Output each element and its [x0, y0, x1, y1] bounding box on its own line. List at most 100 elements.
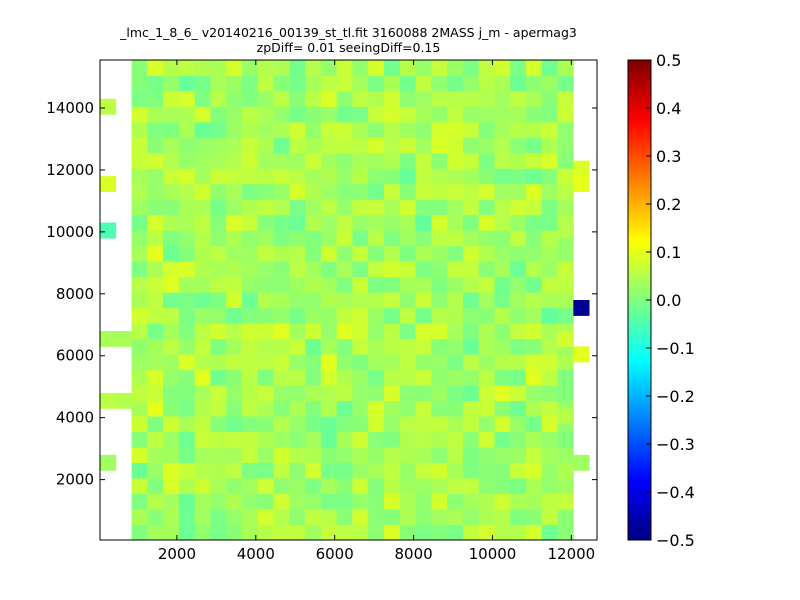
heatmap-cell	[368, 323, 385, 340]
heatmap-cell	[336, 121, 353, 138]
heatmap-cell	[289, 369, 306, 386]
heatmap-cell	[557, 431, 574, 448]
heatmap-cell	[399, 478, 416, 494]
heatmap-cell	[526, 462, 543, 479]
heatmap-cell	[273, 75, 290, 92]
x-tick-label: 10000	[469, 545, 517, 563]
heatmap-cell	[273, 431, 290, 448]
heatmap-cell	[510, 245, 527, 262]
heatmap-cell	[336, 199, 353, 216]
heatmap-cell	[305, 307, 322, 324]
heatmap-cell	[478, 524, 495, 541]
heatmap-cell	[194, 90, 211, 107]
heatmap-cell	[557, 408, 574, 425]
heatmap-cell	[462, 230, 480, 247]
heatmap-cell	[320, 338, 338, 355]
heatmap-cell	[336, 509, 353, 525]
heatmap-cell	[210, 106, 227, 123]
heatmap-cell	[194, 509, 211, 525]
heatmap-cell	[415, 245, 432, 262]
heatmap-cell	[399, 199, 416, 216]
heatmap-cell	[494, 199, 511, 216]
heatmap-cell	[368, 183, 385, 200]
heatmap-cell	[526, 152, 543, 169]
heatmap-cell	[431, 245, 448, 262]
heatmap-cell	[226, 214, 243, 231]
colorbar-segment	[628, 428, 651, 433]
heatmap-cell	[163, 323, 180, 340]
heatmap-cell	[557, 60, 574, 76]
heatmap-cell	[573, 160, 590, 177]
heatmap-cell	[163, 493, 180, 510]
heatmap-cell	[431, 307, 448, 324]
colorbar-segment	[628, 456, 651, 461]
heatmap-cell	[526, 431, 543, 448]
colorbar-segment	[628, 68, 651, 73]
colorbar-segment	[628, 136, 651, 141]
heatmap-cell	[462, 276, 480, 293]
heatmap-cell	[163, 416, 180, 433]
heatmap-cell	[399, 121, 416, 138]
heatmap-cell	[368, 478, 385, 494]
heatmap-cell	[415, 183, 432, 200]
heatmap-cell	[273, 462, 290, 479]
colorbar-segment	[628, 328, 651, 333]
heatmap-cell	[242, 323, 259, 340]
heatmap-cell	[320, 121, 338, 138]
heatmap-cell	[462, 245, 480, 262]
colorbar-segment	[628, 196, 651, 201]
heatmap-cell	[163, 447, 180, 463]
heatmap-cell	[494, 168, 511, 185]
heatmap-cell	[273, 338, 290, 355]
heatmap-cell	[368, 75, 385, 92]
heatmap-cell	[447, 245, 464, 262]
colorbar-segment	[628, 172, 651, 177]
heatmap-cell	[194, 168, 211, 185]
heatmap-cell	[289, 462, 306, 479]
heatmap-cell	[478, 60, 495, 76]
heatmap-cell	[273, 323, 290, 340]
heatmap-cell	[462, 214, 480, 231]
heatmap-cell	[526, 75, 543, 92]
heatmap-cell	[194, 416, 211, 433]
heatmap-cell	[178, 121, 196, 138]
heatmap-cell	[526, 524, 543, 541]
x-tick-label: 8000	[394, 545, 432, 563]
heatmap-cell	[399, 60, 416, 76]
heatmap-cell	[384, 292, 401, 309]
heatmap-cell	[510, 152, 527, 169]
heatmap-cell	[226, 121, 243, 138]
heatmap-cell	[210, 137, 227, 154]
heatmap-cell	[510, 400, 527, 417]
heatmap-cell	[289, 292, 306, 309]
heatmap-cell	[431, 509, 448, 525]
heatmap-cell	[163, 462, 180, 479]
heatmap-cell	[320, 431, 338, 448]
heatmap-cell	[305, 183, 322, 200]
heatmap-cell	[415, 60, 432, 76]
colorbar-segment	[628, 464, 651, 469]
heatmap-cell	[368, 292, 385, 309]
heatmap-cell	[541, 478, 558, 494]
heatmap-cell	[447, 431, 464, 448]
heatmap-cell	[494, 493, 511, 510]
colorbar-segment	[628, 340, 651, 345]
heatmap-cell	[494, 416, 511, 433]
heatmap-cell	[510, 183, 527, 200]
heatmap-cell	[131, 524, 148, 541]
heatmap-cell	[194, 323, 211, 340]
heatmap-cell	[526, 416, 543, 433]
heatmap-cell	[447, 168, 464, 185]
heatmap-cell	[384, 416, 401, 433]
heatmap-cell	[368, 524, 385, 541]
heatmap-cell	[526, 292, 543, 309]
heatmap-cell	[273, 214, 290, 231]
heatmap-cell	[415, 524, 432, 541]
heatmap-cell	[289, 245, 306, 262]
heatmap-cell	[210, 152, 227, 169]
heatmap-cell	[194, 245, 211, 262]
heatmap-cell	[147, 245, 164, 262]
heatmap-cell	[226, 493, 243, 510]
colorbar-segment	[628, 356, 651, 361]
heatmap-cell	[368, 462, 385, 479]
